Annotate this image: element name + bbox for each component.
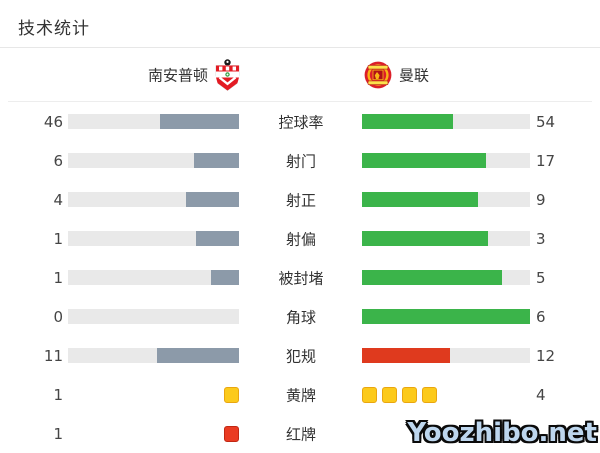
yellow-card-icon <box>382 386 397 403</box>
stat-label: 黄牌 <box>285 386 316 404</box>
home-bar <box>68 231 239 246</box>
home-value: 1 <box>53 229 63 248</box>
away-bar <box>362 348 530 363</box>
home-team: 南安普顿 <box>148 58 240 91</box>
stat-row: 6 射门 17 <box>0 141 600 180</box>
yellow-card-icon <box>422 386 437 403</box>
stat-label: 被封堵 <box>278 269 324 287</box>
away-bar <box>362 270 530 285</box>
away-bar <box>362 309 530 324</box>
stat-label: 射偏 <box>285 230 316 248</box>
stat-label: 红牌 <box>285 425 316 443</box>
page-title: 技术统计 <box>18 19 90 39</box>
yellow-card-icon <box>224 386 239 403</box>
away-bar-fill <box>362 309 530 324</box>
away-value: 3 <box>536 229 546 248</box>
home-bar <box>68 386 239 403</box>
away-value: 54 <box>536 112 556 131</box>
home-value: 1 <box>53 385 63 404</box>
home-bar-fill <box>194 153 239 168</box>
away-bar-fill <box>362 231 488 246</box>
stat-row: 1 射偏 3 <box>0 219 600 258</box>
away-team-name: 曼联 <box>399 66 430 84</box>
away-bar-fill <box>362 153 487 168</box>
home-bar-fill <box>160 114 239 129</box>
away-bar-fill <box>362 270 502 285</box>
stat-label: 犯规 <box>285 347 316 365</box>
away-bar <box>362 153 530 168</box>
home-bar-fill <box>157 348 239 363</box>
stat-row: 0 角球 6 <box>0 297 600 336</box>
home-bar <box>68 114 239 129</box>
home-bar <box>68 153 239 168</box>
home-value: 46 <box>43 112 63 131</box>
man-united-crest-icon <box>364 60 392 89</box>
yellow-card-icon <box>402 386 417 403</box>
home-value: 4 <box>53 190 63 209</box>
home-bar-fill <box>196 231 239 246</box>
away-bar-fill <box>362 192 479 207</box>
home-bar <box>68 425 239 442</box>
divider-top <box>0 47 600 48</box>
away-value: 6 <box>536 307 546 326</box>
team-header: 南安普顿 <box>0 48 600 101</box>
stat-label: 射门 <box>285 152 316 170</box>
stat-row: 1 红牌 <box>0 414 600 453</box>
home-team-name: 南安普顿 <box>147 66 208 84</box>
home-bar <box>68 270 239 285</box>
stat-row: 1 被封堵 5 <box>0 258 600 297</box>
stat-row: 4 射正 9 <box>0 180 600 219</box>
southampton-crest-icon <box>215 58 240 91</box>
home-bar-fill <box>210 270 239 285</box>
home-value: 11 <box>43 346 63 365</box>
home-bar <box>68 309 239 324</box>
away-bar <box>362 386 530 403</box>
watermark: Yoozhibo.net <box>407 418 597 448</box>
stat-row: 46 控球率 54 <box>0 102 600 141</box>
away-bar-fill <box>362 348 450 363</box>
home-bar-fill <box>186 192 239 207</box>
away-value: 4 <box>536 385 546 404</box>
home-value: 1 <box>53 268 63 287</box>
away-team: 曼联 <box>364 60 429 89</box>
home-bar <box>68 192 239 207</box>
home-value: 1 <box>53 424 63 443</box>
away-value: 5 <box>536 268 546 287</box>
away-bar <box>362 192 530 207</box>
home-bar <box>68 348 239 363</box>
red-card-icon <box>224 425 239 442</box>
away-bar <box>362 231 530 246</box>
home-value: 0 <box>53 307 63 326</box>
stat-row: 1 黄牌 4 <box>0 375 600 414</box>
away-value: 12 <box>536 346 556 365</box>
away-bar <box>362 114 530 129</box>
away-value: 17 <box>536 151 556 170</box>
away-value: 9 <box>536 190 546 209</box>
stat-label: 控球率 <box>278 113 324 131</box>
stat-label: 角球 <box>285 308 316 326</box>
home-value: 6 <box>53 151 63 170</box>
stat-row: 11 犯规 12 <box>0 336 600 375</box>
yellow-card-icon <box>362 386 377 403</box>
stats-list: 46 控球率 54 6 射门 17 4 射正 9 1 射偏 3 1 被封堵 5 … <box>0 102 600 453</box>
divider-header <box>8 101 592 102</box>
stat-label: 射正 <box>285 191 316 209</box>
away-bar-fill <box>362 114 453 129</box>
